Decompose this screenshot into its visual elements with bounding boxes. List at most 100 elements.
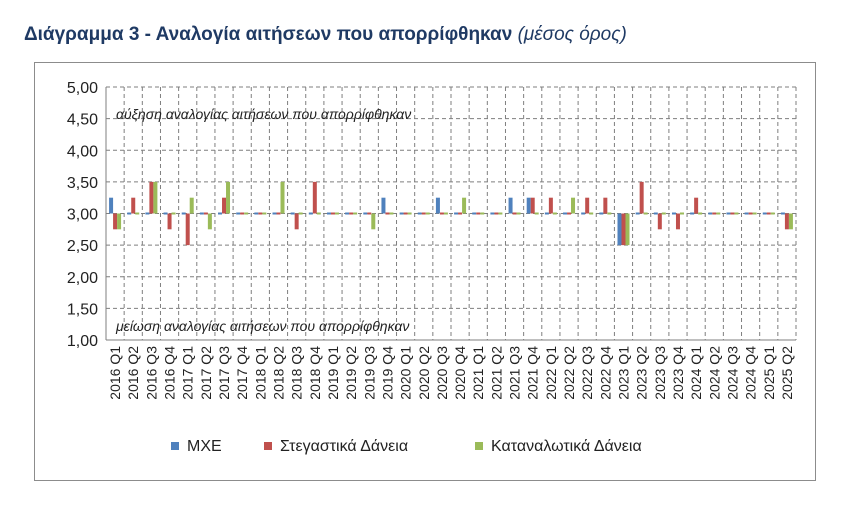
bar xyxy=(621,213,626,246)
bar xyxy=(603,197,608,214)
bar xyxy=(694,197,699,214)
x-tick-label: 2019 Q3 xyxy=(361,346,377,400)
bar xyxy=(163,212,168,215)
x-tick-label: 2016 Q1 xyxy=(107,346,123,400)
bar xyxy=(454,212,459,215)
legend-label: Καταναλωτικά Δάνεια xyxy=(491,438,642,455)
bar xyxy=(258,212,263,215)
bar xyxy=(726,212,731,215)
bar xyxy=(480,212,485,215)
legend-marker xyxy=(475,442,483,450)
x-tick-label: 2024 Q4 xyxy=(743,346,759,400)
bar xyxy=(290,212,295,215)
bar xyxy=(199,212,204,215)
legend-marker xyxy=(264,442,272,450)
x-tick-label: 2025 Q1 xyxy=(761,346,777,400)
bar xyxy=(298,212,303,215)
bar xyxy=(675,213,680,230)
bar xyxy=(544,212,549,215)
bar xyxy=(349,212,354,215)
bar xyxy=(653,212,658,215)
bar xyxy=(657,213,662,230)
chart-frame xyxy=(34,62,816,481)
bar xyxy=(385,212,390,215)
y-tick-label: 2,00 xyxy=(67,270,98,287)
x-tick-label: 2022 Q1 xyxy=(543,346,559,400)
bar xyxy=(490,212,495,215)
bar xyxy=(571,197,576,214)
bar xyxy=(607,212,612,215)
bar xyxy=(472,212,477,215)
bar xyxy=(530,197,535,214)
bar xyxy=(671,212,676,215)
bar xyxy=(581,212,586,215)
bar xyxy=(508,197,513,214)
legend-marker xyxy=(171,442,179,450)
bar xyxy=(145,212,150,215)
x-tick-label: 2021 Q4 xyxy=(525,346,541,400)
y-tick-label: 1,50 xyxy=(67,301,98,318)
bar xyxy=(189,197,194,214)
bar xyxy=(548,197,553,214)
bar xyxy=(599,212,604,215)
legend-label: Στεγαστικά Δάνεια xyxy=(280,438,408,455)
legend-label: ΜΧΕ xyxy=(187,438,222,455)
bar xyxy=(280,181,285,214)
x-tick-label: 2020 Q1 xyxy=(398,346,414,400)
y-tick-label: 5,00 xyxy=(67,80,98,97)
bar xyxy=(589,212,594,215)
bar xyxy=(476,212,481,215)
x-tick-label: 2017 Q2 xyxy=(198,346,214,400)
x-tick-label: 2023 Q1 xyxy=(616,346,632,400)
bar xyxy=(639,181,644,214)
bar xyxy=(766,212,771,215)
bar xyxy=(330,212,335,215)
y-axis: 1,00 1,50 2,00 2,50 3,00 3,50 4,00 4,50 5,00 xyxy=(67,80,98,350)
x-tick-label: 2017 Q1 xyxy=(180,346,196,400)
bar xyxy=(708,212,713,215)
bar xyxy=(780,212,785,215)
bar xyxy=(135,212,140,215)
bar xyxy=(435,197,440,214)
bar xyxy=(458,212,463,215)
bar xyxy=(203,212,208,215)
bar xyxy=(494,212,499,215)
x-tick-label: 2018 Q3 xyxy=(289,346,305,400)
bar xyxy=(784,213,789,230)
bar xyxy=(345,212,350,215)
x-tick-label: 2023 Q4 xyxy=(670,346,686,400)
bar xyxy=(552,212,557,215)
x-tick-label: 2020 Q2 xyxy=(416,346,432,400)
bar xyxy=(236,212,241,215)
bar xyxy=(181,212,186,215)
grid-lines xyxy=(105,86,797,341)
x-tick-label: 2018 Q4 xyxy=(307,346,323,400)
x-tick-label: 2022 Q3 xyxy=(579,346,595,400)
bar xyxy=(417,212,422,215)
bar xyxy=(788,213,793,230)
y-tick-label: 1,00 xyxy=(67,333,98,350)
x-tick-label: 2017 Q3 xyxy=(216,346,232,400)
bar xyxy=(131,197,136,214)
x-tick-label: 2016 Q2 xyxy=(125,346,141,400)
y-tick-label: 3,00 xyxy=(67,207,98,224)
bar xyxy=(153,181,158,214)
bar xyxy=(661,212,666,215)
bar xyxy=(117,213,122,230)
bar xyxy=(744,212,749,215)
annotation-decrease: μείωση αναλογίας αιτήσεων που απορρίφθηκ… xyxy=(115,318,409,334)
bar xyxy=(526,197,531,214)
bar xyxy=(389,212,394,215)
bar xyxy=(752,212,757,215)
bar xyxy=(443,212,448,215)
bar xyxy=(381,197,386,214)
bar xyxy=(113,213,118,230)
bar xyxy=(516,212,521,215)
bar xyxy=(276,212,281,215)
bar xyxy=(617,213,622,246)
bar xyxy=(403,212,408,215)
x-tick-label: 2023 Q2 xyxy=(634,346,650,400)
bar xyxy=(207,213,212,230)
x-tick-label: 2016 Q3 xyxy=(143,346,159,400)
bar xyxy=(312,181,317,214)
